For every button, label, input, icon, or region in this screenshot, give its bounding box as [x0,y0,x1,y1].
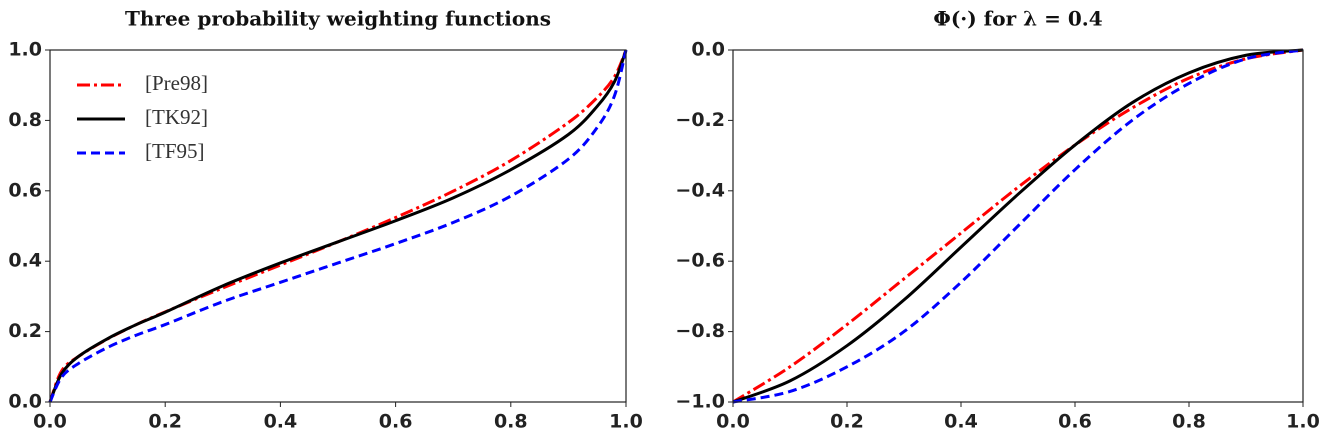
series-line [732,48,1304,404]
legend-label: [TK92] [145,105,208,129]
y-tick-label: 1.0 [8,39,42,61]
y-tick-label: 0.2 [8,320,42,342]
x-tick-label: 0.6 [1058,411,1092,433]
plot-frame [49,49,627,403]
y-tick-label: 0.8 [8,109,42,131]
y-tick-label: −0.2 [675,109,725,131]
x-tick-label: 0.2 [830,411,864,433]
x-tick-label: 0.4 [944,411,978,433]
x-tick-label: 0.8 [1172,411,1206,433]
y-tick-label: 0.0 [8,391,42,413]
chart-title: Φ(·) for λ = 0.4 [933,7,1102,31]
series-line [732,48,1304,404]
x-tick-label: 1.0 [1286,411,1320,433]
legend-label: [Pre98] [145,71,208,95]
x-tick-label: 0.0 [33,411,67,433]
y-tick-label: −0.6 [675,250,725,272]
x-tick-label: 1.0 [609,411,643,433]
series-line [732,48,1304,404]
y-tick-label: −0.4 [675,179,725,201]
x-tick-label: 0.4 [264,411,298,433]
y-tick-label: −0.8 [675,320,725,342]
series-line [48,49,628,403]
legend-label: [TF95] [145,139,205,163]
x-tick-label: 0.2 [148,411,182,433]
x-tick-label: 0.0 [716,411,750,433]
x-tick-label: 0.6 [379,411,413,433]
series-line [48,49,628,403]
x-tick-label: 0.8 [494,411,528,433]
y-tick-label: 0.0 [691,39,725,61]
chart-title: Three probability weighting functions [125,7,551,31]
series-line [48,49,628,403]
y-tick-label: −1.0 [675,391,725,413]
plot-frame [732,49,1304,403]
y-tick-label: 0.4 [8,250,42,272]
y-tick-label: 0.6 [8,179,42,201]
